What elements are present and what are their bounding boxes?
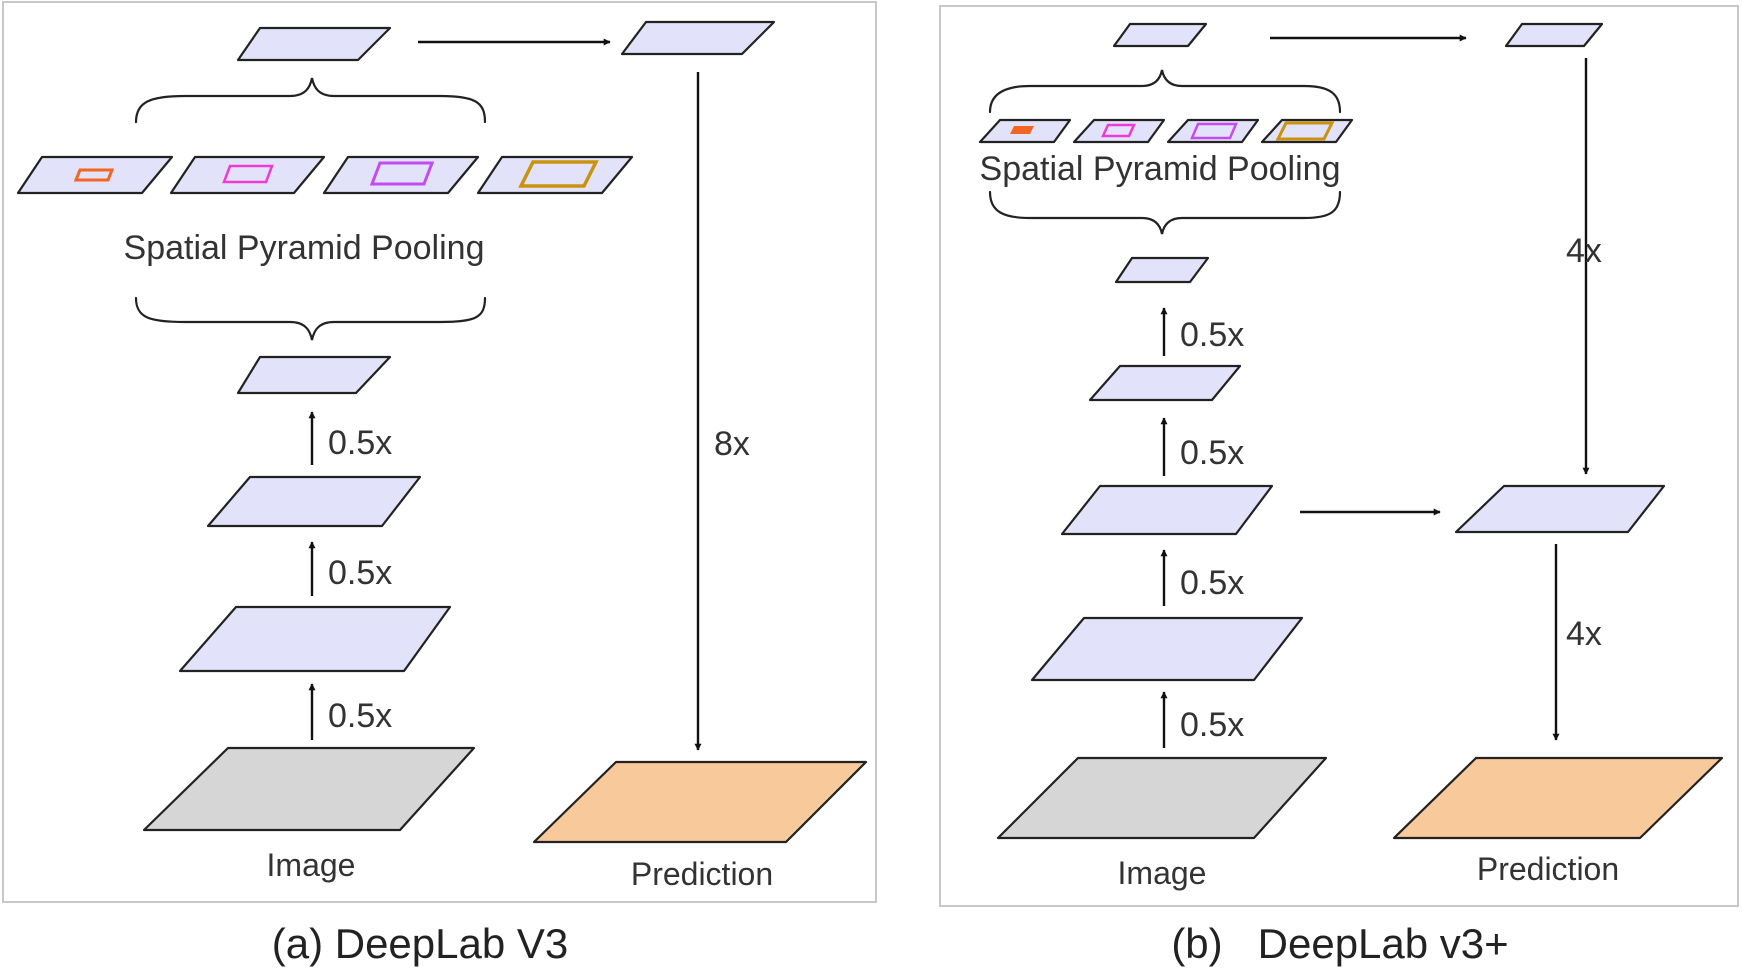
panel-a-top-feature-map <box>236 26 392 62</box>
panel-b-downsample-label-2: 0.5x <box>1180 564 1244 602</box>
panel-a: Spatial Pyramid Pooling 0.5x 0.5x 0.5x I… <box>2 1 877 903</box>
panel-a-downsample-label-1: 0.5x <box>328 697 392 735</box>
panel-a-image-map <box>142 746 476 832</box>
panel-b-frame <box>939 5 1739 907</box>
panel-a-caption: (a) DeepLab V3 <box>272 920 569 967</box>
panel-a-pool-kernel-1 <box>73 168 115 182</box>
panel-b: Spatial Pyramid Pooling 0.5x 0.5x 0.5x 0… <box>939 5 1739 907</box>
panel-a-pool-map-2 <box>169 155 326 195</box>
panel-b-spp-label: Spatial Pyramid Pooling <box>980 150 1341 188</box>
panel-b-upsample-label-1: 4x <box>1566 232 1602 270</box>
panel-a-image-label: Image <box>267 847 356 883</box>
panel-b-feature-map-2 <box>1030 616 1304 682</box>
panel-a-pyramid-pooling-maps <box>16 155 634 195</box>
panel-b-feature-map-3 <box>1060 484 1274 536</box>
panel-b-pool-kernel-1 <box>1010 126 1034 134</box>
panel-b-top-feature-map <box>1112 22 1208 48</box>
panel-b-pyramid-pooling-maps <box>978 118 1354 144</box>
panel-b-pool-kernel-3 <box>1190 122 1238 140</box>
panel-a-pool-map-1 <box>16 155 174 195</box>
panel-a-pool-kernel-3 <box>369 161 435 186</box>
panel-a-feature-map-4 <box>236 355 392 395</box>
panel-a-feature-map-3 <box>206 475 422 528</box>
panel-a-downsample-label-3: 0.5x <box>328 424 392 462</box>
panel-b-pool-kernel-4 <box>1275 121 1335 141</box>
panel-b-caption: (b) DeepLab v3+ <box>1171 920 1508 967</box>
panel-a-pool-kernel-4 <box>518 160 599 188</box>
panel-a-pool-kernel-2 <box>222 164 274 184</box>
panel-b-decoder-feature-map <box>1454 484 1666 534</box>
panel-a-prediction-label: Prediction <box>631 856 773 892</box>
panel-a-spp-label: Spatial Pyramid Pooling <box>124 229 485 267</box>
panel-b-feature-map-5 <box>1114 256 1210 284</box>
panel-b-downsample-label-1: 0.5x <box>1180 706 1244 744</box>
panel-a-upsample-label: 8x <box>714 425 750 463</box>
panel-b-prediction-map <box>1392 756 1724 840</box>
panel-a-pool-map-3 <box>322 155 480 195</box>
panel-b-pool-map-2 <box>1072 118 1166 144</box>
panel-b-brace-bottom <box>988 190 1342 235</box>
panel-b-upsample-feature-map <box>1504 22 1604 48</box>
panel-b-upsample-label-2: 4x <box>1566 615 1602 653</box>
panel-a-brace-top <box>134 77 487 124</box>
panel-a-feature-map-2 <box>178 605 452 673</box>
panel-b-prediction-label: Prediction <box>1477 851 1619 887</box>
panel-a-brace-bottom <box>134 296 487 341</box>
panel-b-pool-kernel-2 <box>1101 123 1136 138</box>
panel-a-upsample-feature-map <box>620 20 776 56</box>
panel-b-downsample-label-3: 0.5x <box>1180 434 1244 472</box>
panel-a-downsample-label-2: 0.5x <box>328 554 392 592</box>
panel-b-feature-map-4 <box>1088 364 1242 402</box>
panel-b-brace-top <box>988 69 1342 114</box>
panel-b-downsample-label-4: 0.5x <box>1180 316 1244 354</box>
panel-b-image-map <box>996 756 1328 840</box>
panel-b-image-label: Image <box>1118 855 1207 891</box>
panel-a-prediction-map <box>532 760 868 844</box>
